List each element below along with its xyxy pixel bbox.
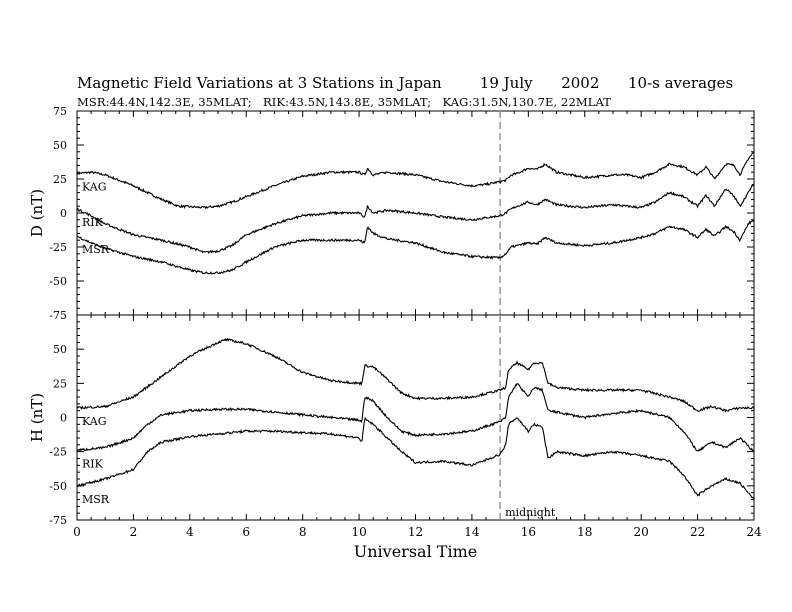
x-tick-label: 16 [521,525,536,539]
x-tick-label: 14 [464,525,480,539]
x-tick-label: 6 [242,525,250,539]
series-label-rik: RIK [82,457,104,470]
series-line-msr [76,416,755,500]
y-tick-label: 50 [53,139,67,152]
x-tick-label: 20 [634,525,649,539]
series-line-msr [76,218,755,275]
series-label-kag: KAG [82,181,107,194]
series-label-rik: RIK [82,216,104,229]
series-label-msr: MSR [82,243,110,256]
y-axis-label: D (nT) [28,189,46,237]
x-tick-label: 4 [186,525,194,539]
x-tick-label: 2 [130,525,138,539]
y-tick-label: 0 [60,412,67,425]
y-tick-label: 0 [60,207,67,220]
x-tick-label: 12 [408,525,423,539]
panel-frame-H [76,314,755,521]
y-axis-label: H (nT) [28,393,46,442]
chart-subtitle: MSR:44.4N,142.3E, 35MLAT; RIK:43.5N,143.… [77,95,612,109]
series-line-rik [76,382,755,453]
x-tick-label: 22 [690,525,705,539]
chart-title: Magnetic Field Variations at 3 Stations … [77,74,734,92]
y-tick-label: -25 [49,241,67,254]
x-tick-label: 24 [746,525,762,539]
series-line-kag [76,337,755,413]
y-tick-label: -50 [49,480,67,493]
y-tick-label: 25 [53,377,67,390]
x-tick-label: 18 [577,525,592,539]
y-tick-label: -75 [49,514,67,527]
series-label-msr: MSR [82,493,110,506]
y-tick-label: 25 [53,173,67,186]
series-line-kag [76,151,755,210]
y-tick-label: -75 [49,309,67,322]
x-tick-label: 8 [299,525,307,539]
x-tick-label: 10 [351,525,366,539]
y-tick-label: 75 [53,105,67,118]
x-axis-label: Universal Time [354,542,477,561]
series-line-rik [76,183,755,254]
series-label-kag: KAG [82,415,107,428]
midnight-label: midnight [505,506,556,519]
y-tick-label: -50 [49,275,67,288]
y-tick-label: 50 [53,343,67,356]
y-tick-label: -25 [49,446,67,459]
x-tick-label: 0 [73,525,81,539]
